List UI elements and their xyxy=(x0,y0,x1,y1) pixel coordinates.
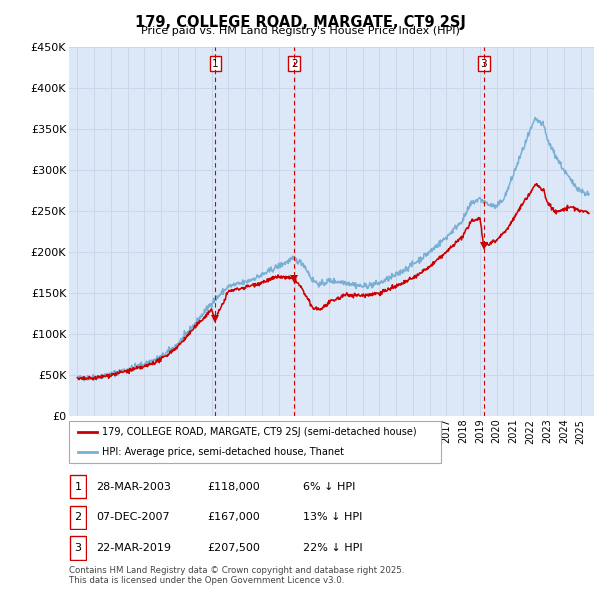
Text: £118,000: £118,000 xyxy=(207,482,260,491)
Text: 179, COLLEGE ROAD, MARGATE, CT9 2SJ (semi-detached house): 179, COLLEGE ROAD, MARGATE, CT9 2SJ (sem… xyxy=(103,427,417,437)
Text: 22% ↓ HPI: 22% ↓ HPI xyxy=(303,543,362,553)
FancyBboxPatch shape xyxy=(69,421,441,463)
Text: 179, COLLEGE ROAD, MARGATE, CT9 2SJ: 179, COLLEGE ROAD, MARGATE, CT9 2SJ xyxy=(134,15,466,30)
Text: 13% ↓ HPI: 13% ↓ HPI xyxy=(303,513,362,522)
Text: £207,500: £207,500 xyxy=(207,543,260,553)
FancyBboxPatch shape xyxy=(70,506,86,529)
Text: Contains HM Land Registry data © Crown copyright and database right 2025.
This d: Contains HM Land Registry data © Crown c… xyxy=(69,566,404,585)
Text: 2: 2 xyxy=(291,58,298,68)
Text: 3: 3 xyxy=(481,58,487,68)
Text: 6% ↓ HPI: 6% ↓ HPI xyxy=(303,482,355,491)
Text: £167,000: £167,000 xyxy=(207,513,260,522)
Text: 2: 2 xyxy=(74,513,82,522)
Text: 28-MAR-2003: 28-MAR-2003 xyxy=(96,482,171,491)
Text: Price paid vs. HM Land Registry's House Price Index (HPI): Price paid vs. HM Land Registry's House … xyxy=(140,26,460,36)
Text: HPI: Average price, semi-detached house, Thanet: HPI: Average price, semi-detached house,… xyxy=(103,447,344,457)
Text: 1: 1 xyxy=(74,482,82,491)
FancyBboxPatch shape xyxy=(70,475,86,499)
Text: 3: 3 xyxy=(74,543,82,553)
Text: 1: 1 xyxy=(212,58,219,68)
Text: 07-DEC-2007: 07-DEC-2007 xyxy=(96,513,170,522)
FancyBboxPatch shape xyxy=(70,536,86,560)
Text: 22-MAR-2019: 22-MAR-2019 xyxy=(96,543,171,553)
